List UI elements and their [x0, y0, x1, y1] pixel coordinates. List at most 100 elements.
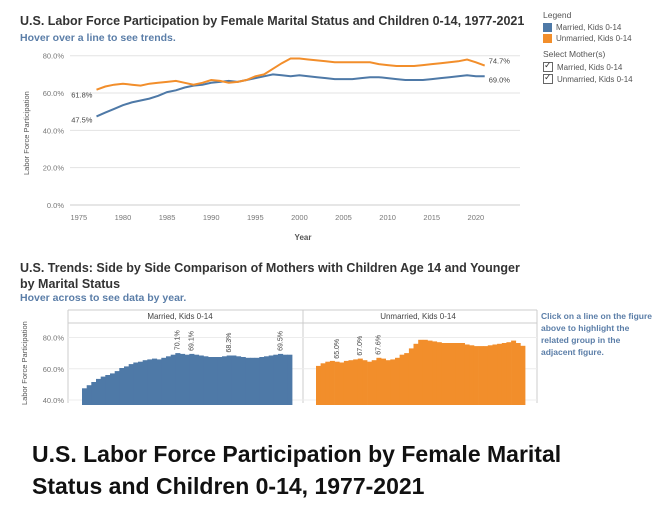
married-area-bar[interactable] [147, 359, 153, 405]
unmarried-area-bar[interactable] [446, 343, 451, 405]
married-area-bar[interactable] [203, 356, 209, 405]
unmarried-checkbox[interactable] [543, 72, 553, 84]
married-area-bar[interactable] [110, 373, 116, 405]
bar-annotation-label: 67.0% [357, 336, 364, 356]
married-area-bar[interactable] [91, 382, 97, 405]
unmarried-area-bar[interactable] [464, 344, 470, 406]
married-area-bar[interactable] [236, 356, 242, 405]
married-area-bar[interactable] [287, 354, 293, 405]
married-area-bar[interactable] [282, 354, 288, 405]
married-area-bar[interactable] [250, 357, 256, 405]
unmarried-area-bar[interactable] [348, 360, 354, 405]
unmarried-area-bar[interactable] [362, 360, 368, 405]
married-area-bar[interactable] [152, 358, 158, 405]
married-series-line[interactable] [96, 73, 485, 118]
married-area-bar[interactable] [124, 366, 130, 405]
married-area-bar[interactable] [161, 357, 167, 405]
married-area-bar[interactable] [198, 355, 204, 406]
unmarried-area-bar[interactable] [390, 359, 396, 405]
married-area-bar[interactable] [254, 357, 260, 405]
married-area-bar[interactable] [138, 361, 144, 405]
married-area-bar[interactable] [156, 359, 162, 405]
unmarried-area-bar[interactable] [492, 344, 498, 406]
unmarried-area-bar[interactable] [515, 343, 521, 405]
married-area-bar[interactable] [114, 371, 120, 405]
unmarried-area-bar[interactable] [385, 360, 391, 405]
unmarried-area-bar[interactable] [455, 343, 461, 405]
unmarried-area-bar[interactable] [329, 360, 335, 405]
y-tick-label: 20.0% [43, 164, 65, 173]
unmarried-area-bar[interactable] [497, 343, 503, 405]
married-area-bar[interactable] [82, 388, 88, 405]
unmarried-area-bar[interactable] [316, 365, 321, 405]
unmarried-area-bar[interactable] [460, 343, 465, 405]
unmarried-area-bar[interactable] [376, 357, 382, 405]
married-area-bar[interactable] [217, 357, 223, 405]
unmarried-area-bar[interactable] [320, 363, 326, 405]
married-area-bar[interactable] [184, 354, 190, 405]
married-area-bar[interactable] [259, 357, 265, 405]
married-area-bar[interactable] [268, 355, 274, 406]
married-area-bar[interactable] [245, 357, 251, 405]
married-area-bar[interactable] [170, 354, 176, 405]
married-area-bar[interactable] [194, 354, 200, 405]
unmarried-area-bar[interactable] [404, 353, 410, 405]
unmarried-area-bar[interactable] [418, 339, 424, 405]
married-area-bar[interactable] [273, 354, 279, 405]
unmarried-area-bar[interactable] [367, 361, 373, 405]
unmarried-area-bar[interactable] [511, 340, 517, 405]
married-area-bar[interactable] [231, 355, 237, 406]
unmarried-area-bar[interactable] [395, 357, 400, 405]
married-area-bar[interactable] [189, 353, 195, 405]
married-area-bar[interactable] [128, 364, 134, 405]
unmarried-area-bar[interactable] [487, 345, 493, 405]
unmarried-area-bar[interactable] [501, 343, 507, 405]
married-area-bar[interactable] [278, 353, 284, 405]
unmarried-area-bar[interactable] [473, 346, 479, 405]
unmarried-area-bar[interactable] [422, 339, 428, 405]
unmarried-area-bar[interactable] [408, 348, 414, 405]
unmarried-series-line[interactable] [96, 57, 486, 91]
unmarried-area-bar[interactable] [450, 343, 456, 405]
unmarried-area-bar[interactable] [427, 340, 433, 405]
unmarried-area-bar[interactable] [357, 358, 363, 405]
unmarried-area-bar[interactable] [432, 341, 438, 405]
select-unmarried-option[interactable]: Unmarried, Kids 0-14 [543, 72, 661, 84]
unmarried-area-bar[interactable] [371, 360, 377, 405]
unmarried-area-bar[interactable] [413, 343, 419, 405]
unmarried-area-bar[interactable] [441, 343, 447, 405]
unmarried-area-bar[interactable] [478, 346, 484, 405]
married-area-bar[interactable] [105, 375, 111, 405]
unmarried-area-bar[interactable] [436, 342, 442, 405]
unmarried-area-bar[interactable] [399, 354, 405, 405]
unmarried-area-bar[interactable] [334, 361, 340, 405]
married-area-bar[interactable] [142, 360, 148, 405]
unmarried-area-bar[interactable] [343, 360, 349, 405]
married-area-bar[interactable] [100, 376, 106, 405]
married-area-bar[interactable] [86, 385, 92, 405]
married-area-bar[interactable] [222, 356, 228, 405]
top-line-chart[interactable]: 0.0% 20.0% 40.0% 60.0% 80.0% 1975 1980 1985 1990… [0, 0, 663, 250]
married-area-bar[interactable] [180, 353, 186, 405]
married-area-bar[interactable] [119, 368, 125, 405]
legend-item-married[interactable]: Married, Kids 0-14 [543, 23, 661, 32]
married-area-bar[interactable] [166, 356, 172, 405]
married-area-bar[interactable] [240, 357, 246, 405]
side-by-side-area-charts[interactable]: 40.0% 60.0% 80.0% 70.1% 69.1% 68.3% 69.5% 65.0%… [0, 305, 663, 405]
unmarried-area-bar[interactable] [325, 361, 331, 405]
married-area-bar[interactable] [264, 356, 270, 405]
married-area-bar[interactable] [133, 362, 139, 406]
married-area-bar[interactable] [212, 357, 218, 405]
unmarried-area-bar[interactable] [339, 362, 345, 406]
married-area-bar[interactable] [96, 378, 102, 405]
unmarried-area-bar[interactable] [483, 346, 489, 405]
married-area-bar[interactable] [226, 355, 232, 406]
married-area-bar[interactable] [175, 353, 181, 405]
unmarried-area-bar[interactable] [520, 345, 526, 405]
legend-item-unmarried[interactable]: Unmarried, Kids 0-14 [543, 34, 661, 43]
unmarried-area-bar[interactable] [381, 358, 386, 405]
unmarried-area-bar[interactable] [506, 342, 512, 405]
unmarried-area-bar[interactable] [469, 345, 475, 405]
unmarried-area-bar[interactable] [353, 359, 359, 405]
married-area-bar[interactable] [208, 357, 214, 405]
